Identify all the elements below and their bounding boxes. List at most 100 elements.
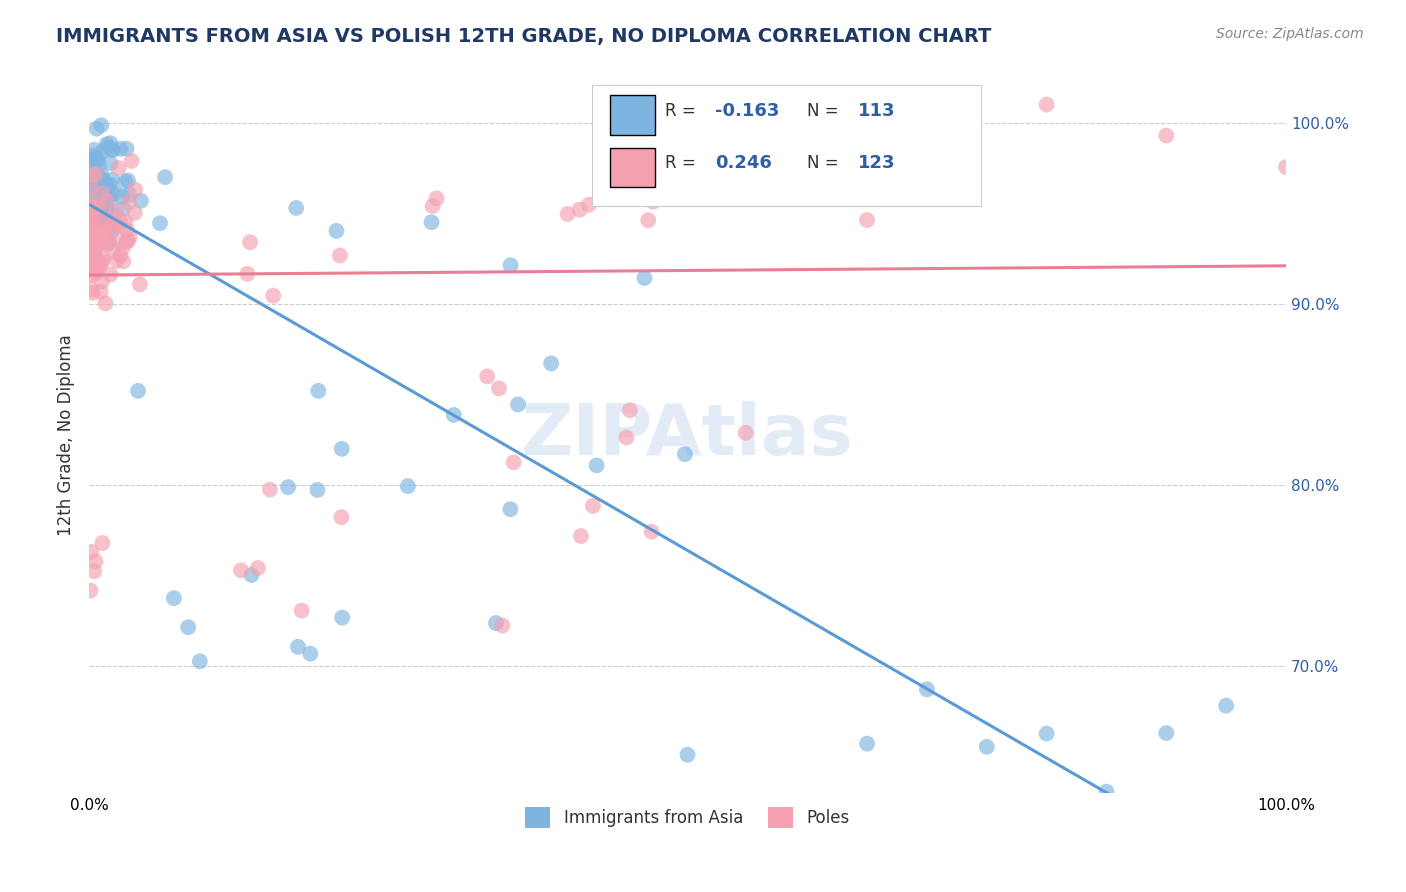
Poles bbox=[110, 248, 132, 262]
Immigrants from Asia bbox=[673, 447, 696, 461]
Poles bbox=[124, 183, 146, 197]
Immigrants from Asia bbox=[114, 175, 136, 189]
Poles bbox=[90, 285, 112, 299]
Poles bbox=[79, 202, 101, 216]
Poles bbox=[108, 219, 131, 233]
Poles bbox=[737, 130, 759, 145]
Immigrants from Asia bbox=[330, 610, 353, 624]
Immigrants from Asia bbox=[1095, 785, 1118, 799]
Immigrants from Asia bbox=[110, 142, 132, 156]
Immigrants from Asia bbox=[98, 235, 121, 249]
Poles bbox=[796, 159, 818, 173]
Poles bbox=[100, 218, 122, 232]
Poles bbox=[80, 236, 103, 251]
Immigrants from Asia bbox=[285, 201, 308, 215]
Immigrants from Asia bbox=[111, 189, 134, 203]
Poles bbox=[129, 277, 152, 292]
Poles bbox=[114, 214, 136, 228]
Poles bbox=[676, 145, 699, 159]
Immigrants from Asia bbox=[79, 179, 101, 194]
Immigrants from Asia bbox=[101, 186, 124, 200]
Immigrants from Asia bbox=[90, 169, 112, 183]
Poles bbox=[87, 260, 110, 275]
Immigrants from Asia bbox=[83, 143, 105, 157]
Immigrants from Asia bbox=[84, 152, 107, 166]
Poles bbox=[1035, 97, 1057, 112]
Poles bbox=[619, 403, 641, 417]
Immigrants from Asia bbox=[188, 654, 211, 668]
Immigrants from Asia bbox=[91, 233, 114, 247]
Poles bbox=[96, 236, 118, 251]
Immigrants from Asia bbox=[1215, 698, 1237, 713]
Immigrants from Asia bbox=[98, 194, 121, 209]
Poles bbox=[91, 231, 114, 245]
Poles bbox=[93, 229, 115, 244]
Poles bbox=[79, 583, 101, 598]
Poles bbox=[82, 260, 104, 275]
Immigrants from Asia bbox=[87, 198, 110, 212]
Immigrants from Asia bbox=[1154, 726, 1177, 740]
Immigrants from Asia bbox=[82, 177, 104, 191]
Poles bbox=[502, 455, 524, 469]
Poles bbox=[84, 211, 107, 226]
Immigrants from Asia bbox=[101, 173, 124, 187]
Immigrants from Asia bbox=[82, 178, 104, 193]
Immigrants from Asia bbox=[443, 408, 465, 422]
Immigrants from Asia bbox=[101, 142, 124, 156]
Immigrants from Asia bbox=[84, 156, 107, 170]
Immigrants from Asia bbox=[80, 168, 103, 182]
Poles bbox=[124, 206, 146, 220]
Poles bbox=[79, 268, 101, 282]
Poles bbox=[79, 207, 101, 221]
Immigrants from Asia bbox=[87, 178, 110, 192]
Immigrants from Asia bbox=[127, 384, 149, 398]
Immigrants from Asia bbox=[277, 480, 299, 494]
Poles bbox=[105, 253, 128, 268]
Immigrants from Asia bbox=[80, 169, 103, 184]
Poles bbox=[83, 564, 105, 578]
Immigrants from Asia bbox=[101, 143, 124, 157]
Immigrants from Asia bbox=[163, 591, 186, 606]
Immigrants from Asia bbox=[396, 479, 419, 493]
Text: 123: 123 bbox=[858, 154, 896, 172]
Poles bbox=[488, 381, 510, 395]
Immigrants from Asia bbox=[93, 189, 115, 203]
Text: 113: 113 bbox=[858, 102, 896, 120]
Immigrants from Asia bbox=[93, 176, 115, 190]
Immigrants from Asia bbox=[89, 219, 111, 233]
Text: R =: R = bbox=[665, 154, 700, 172]
Poles bbox=[1154, 128, 1177, 143]
Poles bbox=[84, 249, 107, 263]
Immigrants from Asia bbox=[87, 153, 110, 167]
Poles bbox=[1275, 160, 1298, 174]
Poles bbox=[107, 161, 129, 175]
Poles bbox=[104, 218, 127, 232]
Poles bbox=[262, 288, 284, 302]
Poles bbox=[477, 369, 499, 384]
Immigrants from Asia bbox=[112, 202, 135, 216]
Poles bbox=[111, 241, 134, 255]
Immigrants from Asia bbox=[91, 145, 114, 159]
Poles bbox=[83, 200, 105, 214]
Immigrants from Asia bbox=[98, 177, 121, 191]
Immigrants from Asia bbox=[89, 184, 111, 198]
Text: Source: ZipAtlas.com: Source: ZipAtlas.com bbox=[1216, 27, 1364, 41]
Text: -0.163: -0.163 bbox=[716, 102, 779, 120]
Poles bbox=[87, 263, 110, 277]
Poles bbox=[291, 604, 314, 618]
Poles bbox=[239, 235, 262, 250]
Immigrants from Asia bbox=[82, 160, 104, 174]
Immigrants from Asia bbox=[83, 148, 105, 162]
Poles bbox=[80, 227, 103, 242]
Poles bbox=[578, 197, 600, 211]
Immigrants from Asia bbox=[676, 747, 699, 762]
Text: ZIPAtlas: ZIPAtlas bbox=[522, 401, 853, 469]
Poles bbox=[98, 211, 121, 225]
Poles bbox=[118, 195, 141, 210]
Immigrants from Asia bbox=[100, 156, 122, 170]
Poles bbox=[115, 235, 138, 249]
Poles bbox=[84, 225, 107, 239]
Poles bbox=[763, 112, 786, 126]
Poles bbox=[94, 296, 117, 310]
Poles bbox=[84, 266, 107, 280]
